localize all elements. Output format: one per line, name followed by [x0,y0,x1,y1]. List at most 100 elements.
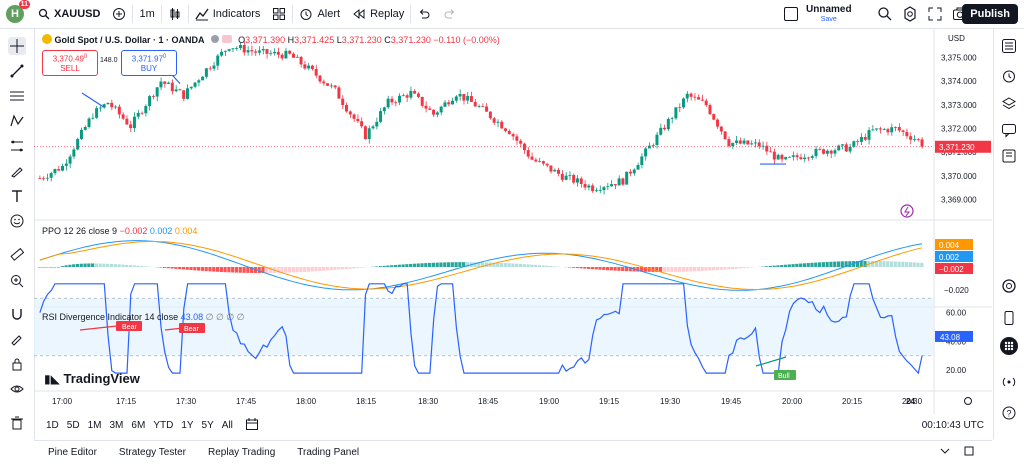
range-6m[interactable]: 6M [131,420,145,431]
range-ytd[interactable]: YTD [153,420,173,431]
replay-button[interactable]: Replay [346,0,410,28]
time-tick: 19:15 [599,397,620,406]
horizontal-lines-tool[interactable] [8,87,26,105]
candle [228,49,231,51]
text-tool[interactable] [8,187,26,205]
ohlc-close: 3,371.230 [391,35,431,45]
alerts-panel-button[interactable] [1000,67,1018,85]
object-tree-button[interactable] [1000,95,1018,113]
redo-button[interactable] [437,0,463,28]
streams-button[interactable] [1000,373,1018,391]
brush-icon [10,164,24,178]
candle [621,178,624,184]
candle [292,54,295,58]
clock[interactable]: 00:10:43 UTC [922,420,984,431]
remove-drawings-tool[interactable] [8,414,26,432]
hotlists-button[interactable] [1000,277,1018,295]
alert-button[interactable]: Alert [293,0,346,28]
settings-button[interactable] [902,6,918,27]
quick-search-button[interactable] [877,6,893,27]
range-5y[interactable]: 5Y [202,420,214,431]
ppo-histogram-bar [504,263,507,267]
rsi-legend[interactable]: RSI Divergence Indicator 14 close 43.08 … [42,312,245,323]
time-axis-settings-icon[interactable] [965,398,972,405]
trend-line-tool[interactable] [8,62,26,80]
range-3m[interactable]: 3M [110,420,124,431]
layout-checkbox[interactable] [784,7,798,21]
symbol-search-button[interactable]: XAUUSD [32,0,106,28]
layout-name-button[interactable]: Unnamed Save [806,5,852,25]
brush-tool[interactable] [8,162,26,180]
layouts-button[interactable] [266,0,292,28]
crosshair-tool[interactable] [8,37,26,55]
interval-button[interactable]: 1m [133,0,160,28]
news-button[interactable] [1000,147,1018,165]
magnet-tool[interactable] [8,305,26,323]
candle [690,94,693,97]
candle [156,87,159,96]
candle [239,45,242,48]
indicators-button[interactable]: Indicators [189,0,267,28]
candle [818,149,821,150]
candle [178,89,181,90]
ppo-histogram-bar [738,267,741,268]
hide-drawings-tool[interactable] [8,380,26,398]
panel-tab-trading-panel[interactable]: Trading Panel [297,447,359,458]
lock-drawings-tool[interactable] [8,355,26,373]
chart-type-button[interactable] [162,0,188,28]
stay-drawing-tool[interactable] [8,330,26,348]
range-all[interactable]: All [222,420,233,431]
rsi-badge-label: 43.08 [940,333,961,342]
candle [618,178,621,185]
candle [235,48,238,49]
rewind-icon [352,7,366,21]
range-1d[interactable]: 1D [46,420,59,431]
fullscreen-button[interactable] [927,6,943,27]
range-1m[interactable]: 1M [88,420,102,431]
candle [284,51,287,58]
ppo-histogram-bar [42,267,45,268]
candle [69,157,72,164]
candle [917,139,920,140]
publish-button[interactable]: Publish [962,4,1018,24]
collapse-panel-button[interactable] [940,446,950,459]
calendar-button[interactable] [1000,309,1018,327]
zoom-tool[interactable] [8,272,26,290]
range-1y[interactable]: 1Y [181,420,193,431]
candle [667,119,670,129]
ppo-histogram-bar [670,267,673,272]
ppo-histogram-bar [773,266,776,267]
ppo-legend[interactable]: PPO 12 26 close 9 −0.002 0.002 0.004 [42,226,197,236]
panel-tab-replay-trading[interactable]: Replay Trading [208,447,275,458]
range-5d[interactable]: 5D [67,420,80,431]
goto-date-button[interactable] [245,417,259,434]
chart-canvas[interactable]: USD3,375.0003,374.0003,373.0003,372.0003… [34,29,992,414]
help-button[interactable]: ? [1000,404,1018,422]
candle [724,131,727,139]
chat-button[interactable] [1000,121,1018,139]
maximize-panel-button[interactable] [964,446,974,459]
candle [209,68,212,69]
candle [451,101,454,105]
candle [902,130,905,131]
sessions-icon[interactable] [222,35,232,43]
candle [65,164,68,166]
compare-add-button[interactable] [106,0,132,28]
pattern-tool[interactable] [8,112,26,130]
candle [538,161,541,162]
panel-tab-pine-editor[interactable]: Pine Editor [48,447,97,458]
emoji-tool[interactable] [8,212,26,230]
symbol-title[interactable]: Gold Spot / U.S. Dollar · 1 · OANDA [55,35,205,45]
candle [144,106,147,113]
products-button[interactable] [1000,337,1018,355]
ppo-histogram-bar [549,266,552,267]
panel-tab-strategy-tester[interactable]: Strategy Tester [119,447,186,458]
projection-tool[interactable] [8,137,26,155]
undo-button[interactable] [411,0,437,28]
ruler-tool[interactable] [8,245,26,263]
watchlist-button[interactable] [1000,37,1018,55]
ppo-histogram-bar [352,267,355,268]
